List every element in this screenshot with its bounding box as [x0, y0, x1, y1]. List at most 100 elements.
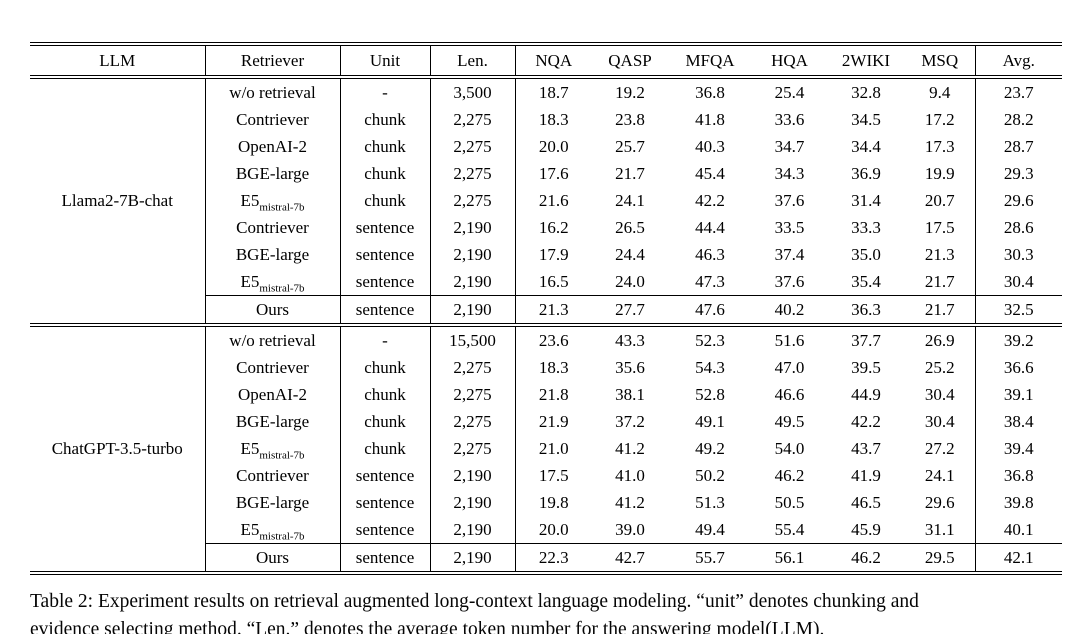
retriever-cell: Contriever [204, 106, 340, 133]
score-cell: 17.2 [924, 109, 955, 129]
unit-cell: sentence [339, 295, 430, 325]
score-cell: 42.2 [851, 411, 881, 431]
len-cell: 2,275 [429, 106, 515, 133]
score-cell: 49.1 [695, 411, 725, 431]
score-cell: 23.6 [514, 323, 592, 354]
table-row: Contriever chunk 2,275 18.3 35.6 54.3 47.0 39.5… [30, 354, 1062, 381]
score-cell: 38.1 [615, 384, 645, 404]
score-cell: 32.8 [851, 82, 881, 102]
table-row: ChatGPT-3.5-turbo w/o retrieval -15,500 23.… [30, 323, 1062, 573]
score-cell: 51.3 [695, 492, 725, 512]
table-row: E5mistral-7b chunk 2,275 21.6 24.1 42.2 37.6 31… [30, 187, 1062, 214]
score-cell: 19.2 [615, 82, 645, 102]
unit-cell: sentence [339, 241, 430, 268]
retriever-cell: E5mistral-7b [204, 187, 340, 214]
score-cell: 18.7 [514, 77, 592, 106]
table-body: Llama2-7B-chat w/o retrieval -3,500 18.7 19.… [30, 77, 1062, 573]
score-cell: 16.2 [514, 214, 592, 241]
unit-cell: chunk [339, 133, 430, 160]
score-cell: 50.5 [774, 492, 805, 512]
score-cell: 36.9 [851, 163, 881, 183]
avg-score-cell: 39.2 [974, 323, 1062, 354]
score-cell: 54.3 [695, 357, 725, 377]
avg-score-cell: 23.7 [974, 77, 1062, 106]
unit-cell: sentence [339, 489, 430, 516]
header-row: LLM Retriever Unit Len. NQA QASP MFQA HQA 2WIKI M… [30, 44, 1062, 79]
avg-score-cell: 38.4 [974, 408, 1062, 435]
len-cell: 2,275 [429, 435, 515, 462]
score-cell: 43.7 [851, 438, 881, 458]
len-cell: 2,190 [429, 462, 515, 489]
len-cell: 2,190 [429, 543, 515, 573]
score-cell: 17.5 [514, 462, 592, 489]
score-cell: 37.6 [774, 271, 805, 291]
score-cell: 23.8 [615, 109, 645, 129]
score-cell: 22.3 [514, 543, 592, 573]
len-cell: 2,275 [429, 160, 515, 187]
unit-cell: chunk [339, 435, 430, 462]
score-cell: 21.7 [905, 295, 975, 325]
score-cell: 19.9 [924, 163, 955, 183]
score-cell: 17.3 [924, 136, 955, 156]
table-row: BGE-large sentence 2,190 17.9 24.4 46.3 37.4 35… [30, 241, 1062, 268]
table-row: BGE-large sentence 2,190 19.8 41.2 51.3 50.5 46… [30, 489, 1062, 516]
avg-score-cell: 29.6 [974, 187, 1062, 214]
score-cell: 33.5 [774, 217, 805, 237]
unit-cell: sentence [339, 214, 430, 241]
score-cell: 17.5 [924, 217, 955, 237]
table-row: Contriever sentence 2,190 16.2 26.5 44.4 33.5 3… [30, 214, 1062, 241]
score-cell: 21.3 [514, 295, 592, 325]
column-header-avg: Avg. [974, 44, 1062, 79]
column-header-qasp: QASP [592, 44, 668, 79]
score-cell: 42.7 [592, 543, 668, 573]
score-cell: 21.0 [514, 435, 592, 462]
avg-score-cell: 39.8 [974, 489, 1062, 516]
column-header-nqa: NQA [514, 44, 592, 79]
avg-score-cell: 36.8 [974, 462, 1062, 489]
score-cell: 36.3 [827, 295, 905, 325]
score-cell: 37.4 [774, 244, 805, 264]
score-cell: 55.4 [774, 519, 805, 539]
score-cell: 41.2 [615, 492, 645, 512]
column-header-mfqa: MFQA [668, 44, 752, 79]
table-row: Ours sentence 2,190 21.3 27.7 47.6 40.2 36.3 21.… [30, 295, 1062, 325]
score-cell: 41.2 [615, 438, 645, 458]
score-cell: 37.6 [774, 190, 805, 210]
score-cell: 20.0 [514, 516, 592, 544]
table-row: Llama2-7B-chat w/o retrieval -3,500 18.7 19.… [30, 77, 1062, 210]
score-cell: 18.3 [514, 354, 592, 381]
retriever-subscript: mistral-7b [259, 529, 305, 542]
score-cell: 18.3 [514, 106, 592, 133]
retriever-cell: Ours [204, 295, 340, 325]
len-cell: 3,500 [429, 77, 515, 106]
retriever-cell: E5mistral-7b [204, 516, 340, 544]
retriever-cell: Contriever [204, 214, 340, 241]
retriever-cell: w/o retrieval [204, 77, 340, 106]
score-cell: 27.7 [592, 295, 668, 325]
avg-score-cell: 39.4 [974, 435, 1062, 462]
score-cell: 55.7 [668, 543, 752, 573]
score-cell: 29.5 [905, 543, 975, 573]
score-cell: 27.2 [924, 438, 955, 458]
score-cell: 33.6 [774, 109, 805, 129]
table-row: Ours sentence 2,190 22.3 42.7 55.7 56.1 46.2 29.… [30, 543, 1062, 573]
llm-group-label: ChatGPT-3.5-turbo [30, 323, 205, 573]
retriever-cell: OpenAI-2 [204, 133, 340, 160]
score-cell: 40.3 [695, 136, 725, 156]
results-table: LLM Retriever Unit Len. NQA QASP MFQA HQA 2WIKI M… [30, 42, 1062, 575]
unit-cell: chunk [339, 160, 430, 187]
score-cell: 56.1 [752, 543, 827, 573]
retriever-cell: BGE-large [204, 489, 340, 516]
len-cell: 2,275 [429, 408, 515, 435]
len-cell: 2,275 [429, 187, 515, 214]
score-cell: 30.4 [924, 384, 955, 404]
table-row: E5mistral-7b chunk 2,275 21.0 41.2 49.2 54.0 43… [30, 435, 1062, 462]
score-cell: 46.2 [774, 465, 805, 485]
score-cell: 46.3 [695, 244, 725, 264]
score-cell: 34.7 [774, 136, 805, 156]
unit-cell: - [339, 323, 430, 354]
table-caption: Table 2: Experiment results on retrieval… [30, 588, 1064, 634]
score-cell: 47.3 [695, 271, 725, 291]
score-cell: 24.4 [615, 244, 645, 264]
